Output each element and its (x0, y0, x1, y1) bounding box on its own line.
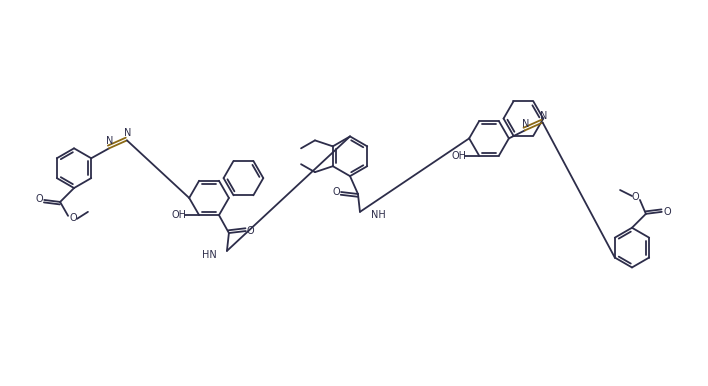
Text: N: N (522, 119, 530, 129)
Text: N: N (106, 136, 114, 146)
Text: O: O (69, 213, 77, 223)
Text: OH: OH (172, 210, 187, 220)
Text: NH: NH (371, 210, 386, 220)
Text: O: O (631, 192, 639, 202)
Text: O: O (247, 226, 255, 236)
Text: HN: HN (202, 250, 217, 260)
Text: N: N (125, 129, 132, 139)
Text: N: N (540, 110, 547, 120)
Text: O: O (332, 187, 340, 197)
Text: O: O (664, 207, 672, 217)
Text: OH: OH (452, 151, 467, 161)
Text: O: O (35, 194, 43, 204)
